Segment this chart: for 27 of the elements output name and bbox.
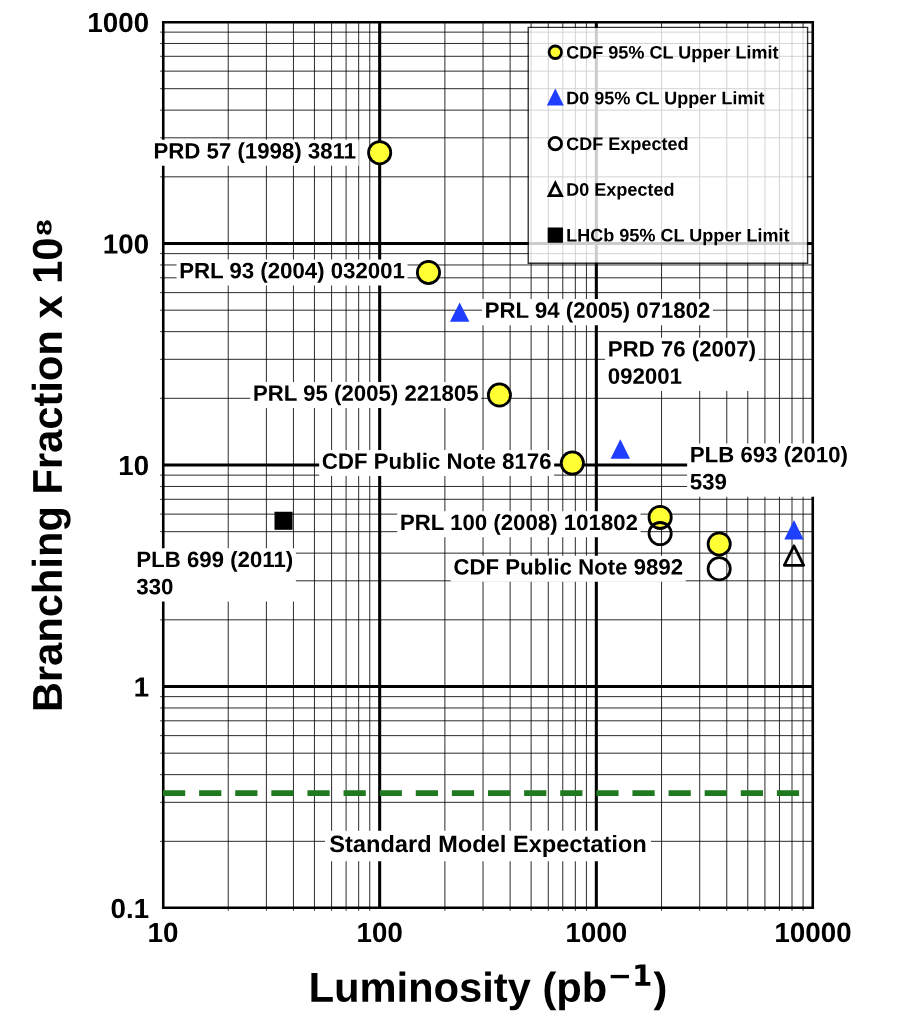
annotation: PLB 693 (2010) 539 [690,446,847,490]
annotation: CDF Public Note 8176 [322,452,551,470]
annotation: CDF Public Note 9892 [454,558,683,575]
legend-label: D0 Expected [567,182,674,200]
y-tick-label: 10 [119,455,148,476]
x-tick-label: 10000 [776,922,851,943]
y-tick-label: 1 [135,677,149,697]
y-tick-label: 0.1 [111,898,149,919]
annotation: PRL 95 (2005) 221805 [254,384,478,406]
x-axis-title: Luminosity (pb$^{−1}$) [311,964,666,1011]
annotation: PRD 76 (2007) 092001 [608,340,755,384]
x-tick-label: 1000 [567,922,627,943]
y-tick-label: 100 [104,234,148,254]
legend-label: D0 95% CL Upper Limit [567,91,765,109]
x-tick-label: 100 [358,922,402,943]
y-tick-label: 1000 [89,12,148,33]
x-tick-label: 10 [149,922,178,943]
annotation: PRL 100 (2008) 101802 [401,513,638,535]
legend-label: LHCb 95% CL Upper Limit [567,228,790,246]
annotation: PRL 93 (2004) 032001 [180,262,405,283]
annotation: PRD 57 (1998) 3811 [154,142,356,164]
ref-line-label: Standard Model Expectation [329,834,646,857]
annotation: PLB 699 (2011) 330 [136,551,293,595]
y-axis-title: Branching Fraction x 10⁸ [31,220,71,710]
legend-label: CDF 95% CL Upper Limit [566,45,779,63]
legend-label: CDF Expected [566,136,688,154]
annotation: PRL 94 (2005) 071802 [486,301,710,323]
